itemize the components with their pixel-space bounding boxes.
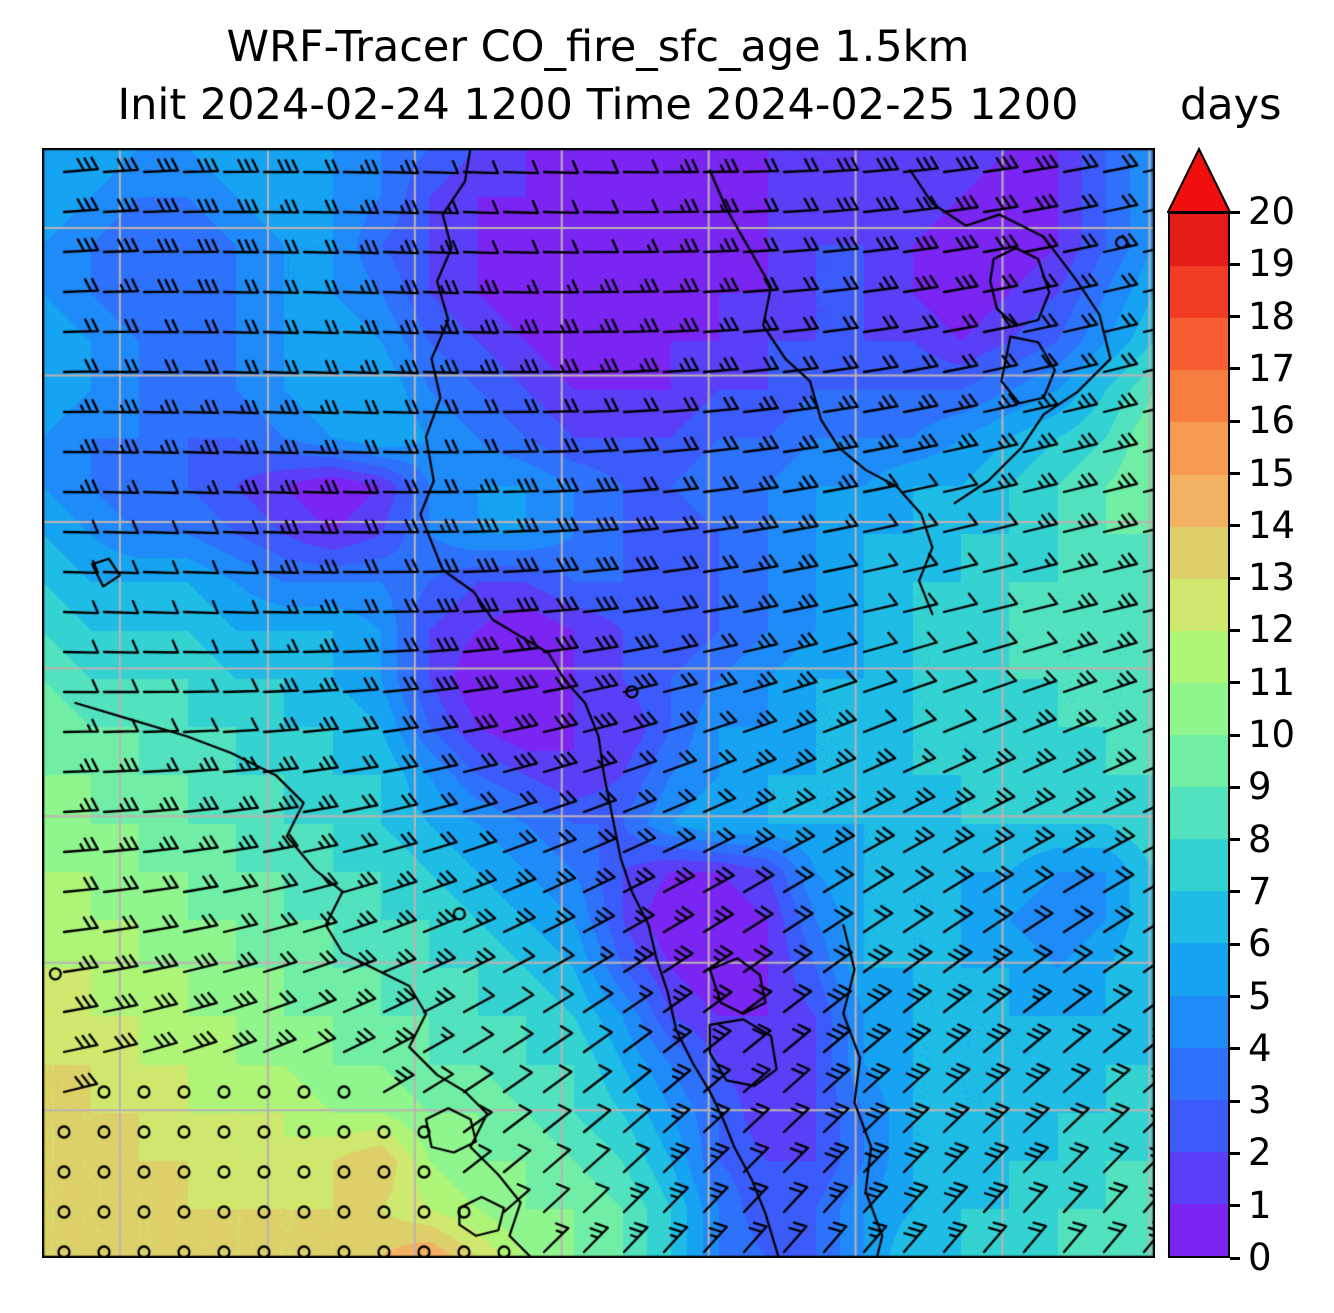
colorbar-tickmark [1230, 995, 1240, 998]
figure-title: WRF-Tracer CO_fire_sfc_age 1.5km [226, 22, 970, 72]
colorbar-tick-label: 20 [1248, 190, 1296, 233]
colorbar-label: days [1180, 80, 1282, 130]
colorbar-segment [1170, 1148, 1228, 1204]
colorbar-segment [1170, 836, 1228, 892]
colorbar-bar [1168, 212, 1230, 1258]
colorbar-segment [1170, 1200, 1228, 1256]
colorbar-tickmark [1230, 210, 1240, 214]
colorbar-segment [1170, 214, 1228, 267]
colorbar-segment [1170, 1096, 1228, 1152]
colorbar-tick-label: 12 [1248, 608, 1296, 652]
colorbar-tickmark [1230, 1151, 1240, 1155]
colorbar-segment [1170, 575, 1228, 631]
colorbar-tickmark [1230, 1204, 1240, 1208]
colorbar-tick-label: 4 [1248, 1026, 1272, 1070]
colorbar-tick-label: 18 [1248, 294, 1296, 338]
colorbar-tick-label: 8 [1248, 817, 1272, 861]
colorbar-segment [1170, 262, 1228, 319]
colorbar-tickmark [1230, 942, 1240, 946]
colorbar-segment [1170, 679, 1228, 735]
colorbar-segment [1170, 1044, 1228, 1100]
colorbar-segment [1170, 523, 1228, 579]
colorbar-segment [1170, 419, 1228, 475]
colorbar-tick-label: 1 [1248, 1183, 1272, 1227]
colorbar-tickmark [1230, 367, 1240, 371]
colorbar-extend-arrow [1167, 146, 1231, 213]
colorbar-tick-label: 13 [1248, 556, 1296, 600]
colorbar-segment [1170, 783, 1228, 840]
colorbar-tickmark [1230, 1047, 1240, 1051]
colorbar-segment [1170, 315, 1228, 371]
colorbar-tick-label: 0 [1248, 1236, 1272, 1279]
colorbar-tick-label: 6 [1248, 922, 1272, 966]
colorbar-tickmark [1230, 524, 1240, 528]
colorbar-tick-label: 17 [1248, 346, 1296, 390]
colorbar-tickmark [1230, 576, 1240, 580]
colorbar-tickmark [1230, 1256, 1240, 1260]
colorbar-tickmark [1230, 315, 1240, 319]
map-canvas [42, 148, 1155, 1258]
colorbar-tick-label: 7 [1248, 869, 1272, 913]
map-panel [42, 148, 1155, 1258]
colorbar-segment [1170, 940, 1228, 996]
colorbar-segment [1170, 471, 1228, 527]
colorbar-tick-label: 14 [1248, 503, 1296, 547]
colorbar-tickmark [1230, 838, 1240, 842]
colorbar-segment [1170, 731, 1228, 788]
colorbar-tick-label: 5 [1248, 974, 1272, 1018]
colorbar-tickmark [1230, 472, 1240, 475]
figure-subtitle: Init 2024-02-24 1200 Time 2024-02-25 120… [117, 80, 1079, 130]
colorbar-tick-label: 16 [1248, 399, 1296, 443]
colorbar-tick-label: 2 [1248, 1131, 1272, 1175]
colorbar-tickmark [1230, 681, 1240, 685]
colorbar-tick-label: 9 [1248, 765, 1272, 809]
colorbar-tick-label: 11 [1248, 660, 1296, 704]
colorbar: 0 1 2 3 4 5 6 7 8 9 10 11 12 13 14 15 16 17 18 19 20 [1167, 146, 1334, 1279]
colorbar-tickmark [1230, 1099, 1240, 1103]
colorbar-tickmark [1230, 890, 1240, 894]
colorbar-tick-label: 19 [1248, 242, 1296, 286]
colorbar-tickmark [1230, 262, 1240, 266]
colorbar-tickmark [1230, 419, 1240, 423]
colorbar-segment [1170, 367, 1228, 423]
colorbar-tick-label: 15 [1248, 451, 1296, 495]
colorbar-segment [1170, 627, 1228, 683]
colorbar-tick-label: 10 [1248, 713, 1296, 756]
colorbar-segment [1170, 992, 1228, 1048]
colorbar-tickmark [1230, 733, 1240, 737]
colorbar-tick-label: 3 [1248, 1079, 1272, 1123]
colorbar-segment [1170, 888, 1228, 944]
colorbar-tickmark [1230, 785, 1240, 789]
colorbar-tickmark [1230, 628, 1240, 632]
